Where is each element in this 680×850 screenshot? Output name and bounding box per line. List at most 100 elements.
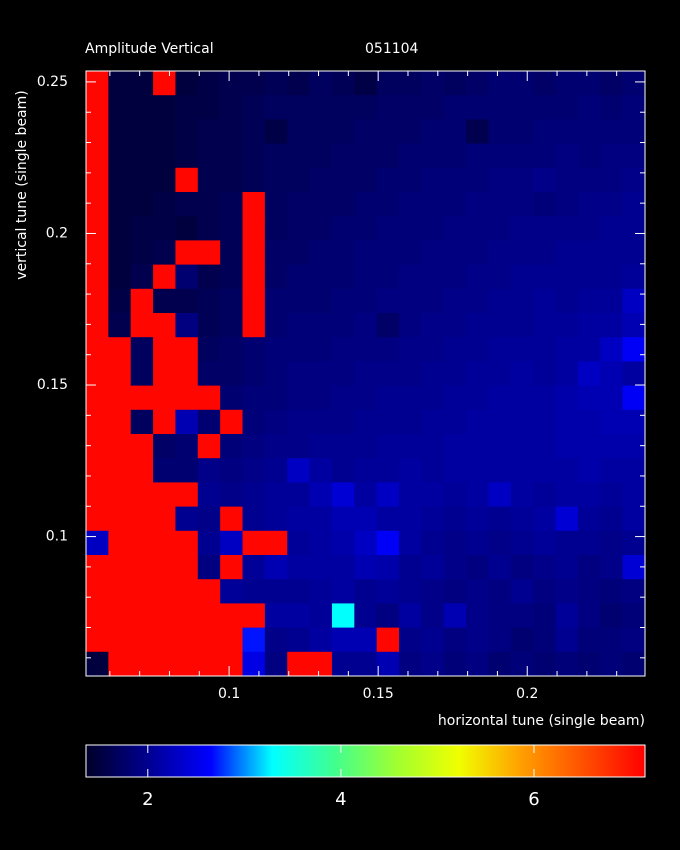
heatmap-cell bbox=[622, 434, 646, 459]
heatmap-cell bbox=[354, 651, 378, 677]
heatmap-cell bbox=[399, 603, 422, 629]
heatmap-cell bbox=[86, 143, 109, 169]
heatmap-cell bbox=[533, 434, 557, 459]
heatmap-cell bbox=[510, 192, 534, 217]
heatmap-cell bbox=[399, 143, 422, 169]
heatmap-cell bbox=[108, 264, 132, 290]
heatmap-cell bbox=[354, 458, 378, 483]
heatmap-cell bbox=[555, 555, 579, 580]
heatmap-cell bbox=[510, 264, 534, 290]
heatmap-cell bbox=[555, 167, 579, 193]
heatmap-cell bbox=[600, 119, 624, 145]
heatmap-cell bbox=[600, 530, 624, 556]
heatmap-cell bbox=[242, 361, 266, 387]
heatmap-cell bbox=[510, 240, 534, 266]
heatmap-cell bbox=[466, 555, 489, 580]
heatmap-cell bbox=[533, 192, 557, 217]
heatmap-cell bbox=[153, 555, 176, 580]
heatmap-cell bbox=[533, 240, 557, 266]
heatmap-cell bbox=[399, 71, 422, 96]
colorbar-tick-label: 6 bbox=[528, 789, 539, 810]
heatmap-cell bbox=[287, 579, 311, 604]
heatmap-cell bbox=[175, 143, 199, 169]
heatmap-cell bbox=[622, 192, 646, 217]
heatmap-cell bbox=[86, 530, 109, 556]
heatmap-cell bbox=[197, 530, 221, 556]
heatmap-cell bbox=[175, 530, 199, 556]
heatmap-cell bbox=[287, 167, 311, 193]
heatmap-cell bbox=[622, 555, 646, 580]
heatmap-cell bbox=[421, 288, 445, 314]
heatmap-cell bbox=[309, 71, 333, 96]
heatmap-cell bbox=[488, 579, 512, 604]
heatmap-cell bbox=[488, 337, 512, 362]
heatmap-cell bbox=[466, 627, 489, 653]
heatmap-cell bbox=[510, 216, 534, 241]
heatmap-cell bbox=[220, 482, 244, 508]
heatmap-cell bbox=[510, 603, 534, 629]
heatmap-cell bbox=[600, 409, 624, 435]
heatmap-cell bbox=[242, 579, 266, 604]
heatmap-cell bbox=[309, 192, 333, 217]
heatmap-cell bbox=[86, 71, 109, 96]
heatmap-cell bbox=[175, 240, 199, 266]
heatmap-cell bbox=[443, 506, 467, 532]
heatmap-cell bbox=[287, 434, 311, 459]
heatmap-cell bbox=[600, 555, 624, 580]
heatmap-cell bbox=[86, 627, 109, 653]
heatmap-cell bbox=[510, 119, 534, 145]
heatmap-cell bbox=[376, 651, 400, 677]
heatmap-cell bbox=[488, 651, 512, 677]
heatmap-cell bbox=[376, 361, 400, 387]
heatmap-cell bbox=[264, 192, 288, 217]
heatmap-cell bbox=[533, 313, 557, 338]
heatmap-cell bbox=[399, 216, 422, 241]
heatmap-cell bbox=[622, 71, 646, 96]
heatmap-cell bbox=[130, 434, 154, 459]
heatmap-cell bbox=[130, 530, 154, 556]
heatmap-cell bbox=[86, 555, 109, 580]
heatmap-cell bbox=[130, 627, 154, 653]
heatmap-cell bbox=[600, 288, 624, 314]
y-tick-label: 0.25 bbox=[37, 74, 68, 90]
heatmap-cell bbox=[130, 458, 154, 483]
heatmap-cell bbox=[153, 651, 176, 677]
heatmap-cell bbox=[354, 555, 378, 580]
heatmap-cell bbox=[488, 506, 512, 532]
heatmap-cell bbox=[130, 71, 154, 96]
heatmap-cell bbox=[242, 603, 266, 629]
heatmap-cell bbox=[600, 385, 624, 411]
heatmap-cell bbox=[510, 143, 534, 169]
heatmap-cell bbox=[443, 482, 467, 508]
heatmap-cell bbox=[443, 603, 467, 629]
heatmap-cell bbox=[443, 240, 467, 266]
heatmap-cell bbox=[331, 119, 355, 145]
heatmap-cell bbox=[443, 216, 467, 241]
heatmap-cell bbox=[488, 143, 512, 169]
heatmap-cell bbox=[466, 530, 489, 556]
heatmap-cell bbox=[600, 458, 624, 483]
heatmap-cell bbox=[622, 240, 646, 266]
heatmap-cell bbox=[264, 95, 288, 120]
heatmap-cell bbox=[443, 71, 467, 96]
heatmap-cell bbox=[86, 167, 109, 193]
heatmap-cell bbox=[488, 555, 512, 580]
heatmap-cell bbox=[421, 264, 445, 290]
heatmap-cell bbox=[153, 603, 176, 629]
heatmap-cell bbox=[622, 95, 646, 120]
heatmap-cell bbox=[287, 555, 311, 580]
heatmap-cell bbox=[421, 434, 445, 459]
heatmap-cell bbox=[376, 264, 400, 290]
heatmap-cell bbox=[600, 482, 624, 508]
heatmap-cell bbox=[510, 385, 534, 411]
heatmap-cell bbox=[555, 434, 579, 459]
heatmap-cell bbox=[421, 167, 445, 193]
heatmap-cell bbox=[622, 119, 646, 145]
heatmap-cell bbox=[577, 627, 601, 653]
heatmap-cell bbox=[577, 458, 601, 483]
heatmap-cell bbox=[130, 482, 154, 508]
heatmap-cell bbox=[399, 240, 422, 266]
heatmap-cell bbox=[466, 458, 489, 483]
heatmap-cell bbox=[488, 530, 512, 556]
